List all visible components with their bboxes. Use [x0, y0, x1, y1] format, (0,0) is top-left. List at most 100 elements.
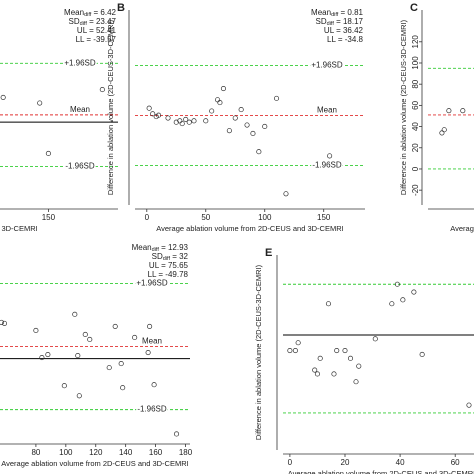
annotation-name: SD — [152, 252, 163, 261]
y-tick-label: 20 — [411, 143, 420, 152]
annotation-name: LL — [148, 270, 157, 279]
annotation: Meandiff = 0.81 — [311, 8, 364, 18]
point — [145, 350, 151, 356]
point — [165, 115, 171, 121]
y-tick-label: 100 — [411, 56, 420, 70]
point — [446, 108, 452, 114]
annotation: SDdiff = 32 — [152, 252, 189, 262]
annotation: LL = -39.57 — [76, 35, 117, 44]
line-label: +1.96SD — [64, 58, 96, 67]
annotation: SDdiff = 23.47 — [68, 17, 116, 27]
point — [179, 121, 185, 127]
x-tick-label: 40 — [396, 458, 405, 467]
point — [87, 336, 93, 343]
point — [273, 95, 280, 101]
y-tick-label: 60 — [411, 100, 420, 109]
point — [120, 385, 126, 391]
point — [33, 327, 39, 333]
y-tick-label: 120 — [411, 35, 420, 49]
panel-letter: B — [117, 2, 125, 14]
line-label: Mean — [142, 337, 162, 346]
annotation-sub: diff — [152, 247, 160, 253]
point — [353, 379, 359, 385]
point — [150, 111, 156, 117]
line-label: Mean — [70, 105, 90, 114]
annotation-value: = 12.93 — [159, 243, 189, 252]
point — [76, 393, 82, 399]
annotation: UL = 36.42 — [324, 26, 364, 35]
annotation-value: = 6.42 — [91, 8, 116, 17]
x-tick-label: 140 — [119, 448, 133, 457]
x-tick-label: 50 — [201, 213, 210, 222]
point — [439, 130, 445, 136]
line-label: Mean — [317, 106, 337, 115]
annotation-value: = 18.17 — [334, 17, 364, 26]
point — [287, 347, 293, 354]
point — [317, 355, 323, 361]
annotation-name: UL — [149, 261, 160, 270]
point — [283, 191, 289, 197]
point — [146, 105, 152, 111]
annotation-name: Mean — [311, 8, 331, 17]
point — [215, 97, 221, 103]
point — [173, 119, 179, 125]
line-label: -1.96SD — [65, 162, 95, 171]
annotation: Meandiff = 12.93 — [132, 243, 189, 253]
x-tick-label: 0 — [145, 213, 150, 222]
annotation: UL = 75.65 — [149, 261, 189, 270]
point — [372, 336, 378, 342]
annotation-value: = -39.57 — [84, 35, 116, 44]
point — [329, 63, 335, 69]
point — [183, 116, 189, 122]
panel-letter: C — [410, 2, 418, 14]
annotation-name: Mean — [64, 8, 84, 17]
panel-letter: E — [265, 247, 272, 259]
point — [61, 383, 67, 389]
point — [75, 353, 81, 359]
y-tick-label: -20 — [411, 184, 420, 196]
x-tick-label: 80 — [31, 448, 40, 457]
annotation-sub: diff — [84, 12, 92, 18]
line-label: +1.96SD — [311, 61, 343, 70]
y-tick-label: 0 — [411, 166, 420, 171]
x-tick-label: 60 — [451, 458, 460, 467]
point — [203, 118, 209, 124]
x-axis-label: Average ablation volume from 2D-CEUS and… — [156, 224, 343, 233]
annotation-name: LL — [76, 35, 85, 44]
x-axis-label: Average ablation volume from 2D-CEUS and… — [288, 469, 474, 474]
x-tick-label: 180 — [179, 448, 193, 457]
annotation-name: LL — [327, 35, 336, 44]
annotation-name: Mean — [132, 243, 152, 252]
line-label: -1.96SD — [137, 405, 167, 414]
point — [132, 334, 138, 341]
x-tick-label: 0 — [288, 458, 293, 467]
annotation-name: SD — [315, 17, 326, 26]
point — [347, 355, 354, 361]
point — [151, 382, 157, 388]
x-tick-label: 100 — [258, 213, 272, 222]
point — [295, 340, 301, 346]
point — [112, 323, 118, 329]
annotation-value: = 52.41 — [87, 26, 117, 35]
point — [356, 363, 362, 369]
point — [411, 289, 417, 295]
point — [334, 347, 340, 354]
point — [45, 150, 51, 156]
point — [250, 130, 256, 137]
point — [156, 112, 162, 118]
point — [0, 94, 6, 100]
point — [331, 371, 337, 377]
point — [1, 320, 8, 326]
point — [191, 118, 197, 124]
point — [45, 352, 51, 358]
point — [400, 297, 406, 303]
point — [312, 367, 318, 373]
point — [419, 351, 425, 358]
point — [394, 281, 400, 287]
annotation: UL = 52.41 — [77, 26, 117, 35]
point — [226, 128, 232, 134]
annotation-name: UL — [324, 26, 335, 35]
annotation: SDdiff = 18.17 — [315, 17, 363, 27]
point — [106, 365, 112, 371]
